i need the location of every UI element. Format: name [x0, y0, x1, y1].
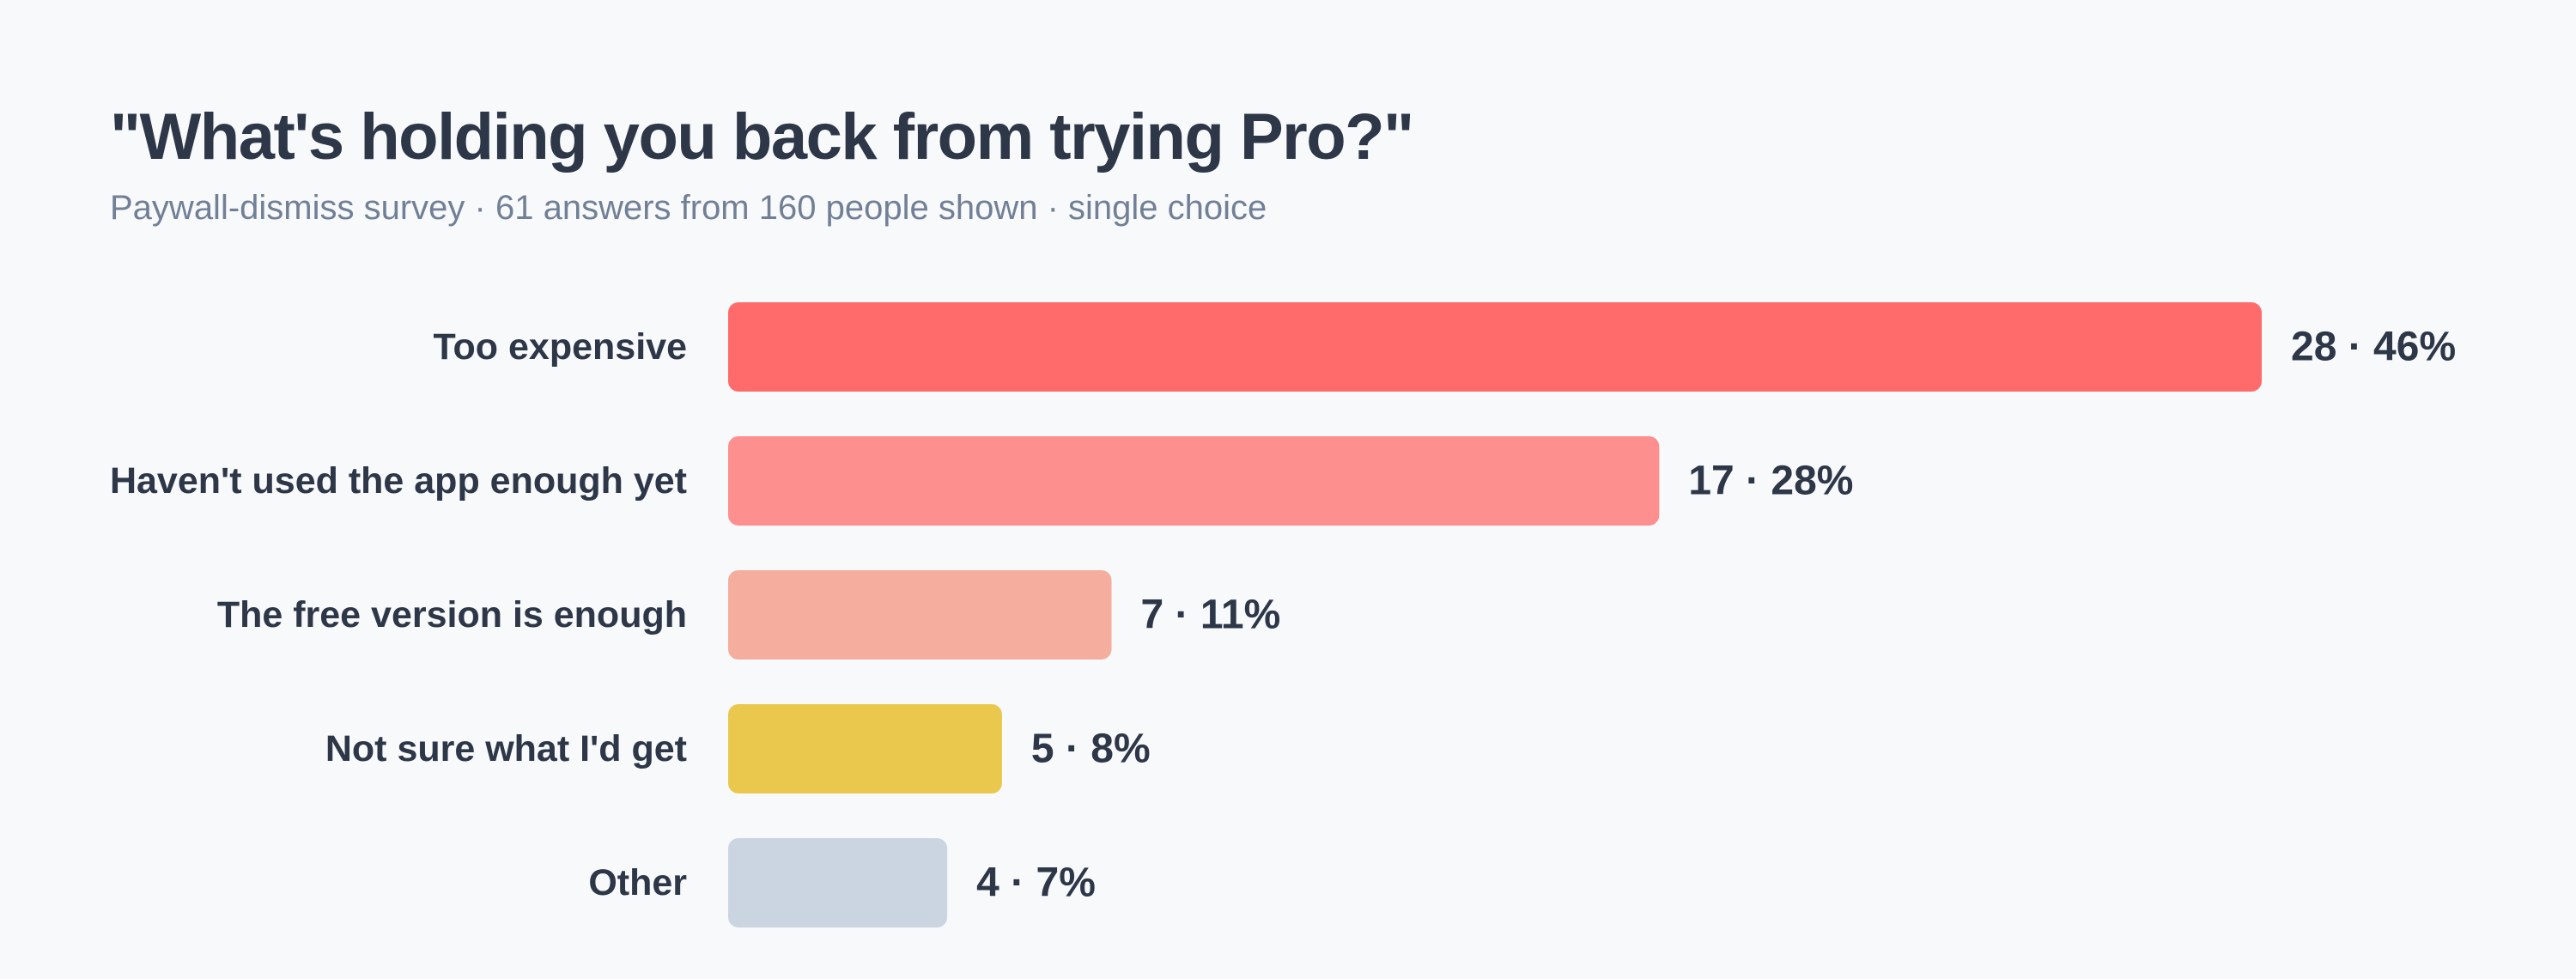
value-label: 17 · 28%: [1688, 459, 1853, 504]
bar-1: [728, 436, 1660, 526]
value-label: 4 · 7%: [976, 860, 1096, 906]
category-label: Too expensive: [433, 326, 687, 368]
value-label: 5 · 8%: [1031, 727, 1151, 772]
category-label: Other: [588, 862, 687, 903]
chart-subtitle: Paywall-dismiss survey · 61 answers from…: [110, 189, 1267, 227]
category-label: Haven't used the app enough yet: [110, 460, 687, 502]
bar-0: [728, 302, 2262, 392]
category-label: Not sure what I'd get: [325, 728, 687, 769]
bar-2: [728, 570, 1112, 660]
bar-4: [728, 838, 948, 927]
bar-3: [728, 704, 1002, 794]
value-label: 28 · 46%: [2291, 325, 2456, 370]
value-label: 7 · 11%: [1141, 593, 1281, 638]
category-label: The free version is enough: [217, 594, 687, 635]
chart-title: "What's holding you back from trying Pro…: [110, 100, 1414, 173]
